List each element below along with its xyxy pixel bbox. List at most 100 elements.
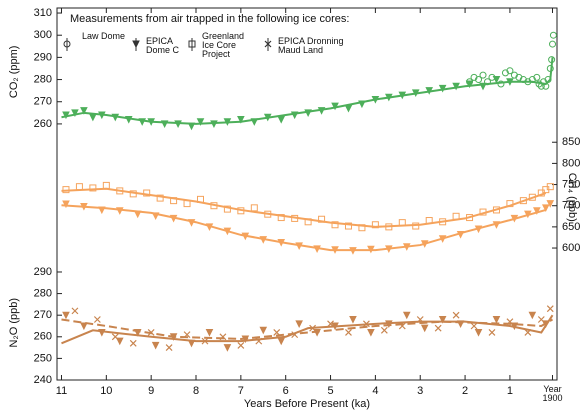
legend-label: Greenland Ice Core Project [202, 31, 245, 59]
marker [129, 339, 137, 347]
x-tick-label: 6 [283, 385, 289, 397]
y-tick-label: 650 [562, 221, 580, 233]
marker [80, 107, 88, 115]
marker [187, 219, 196, 227]
x-tick-label: 3 [417, 385, 423, 397]
marker [549, 40, 557, 48]
marker [62, 311, 70, 320]
y-tick-label: 290 [34, 266, 52, 278]
marker [331, 102, 339, 111]
marker [277, 239, 286, 247]
marker [420, 324, 429, 333]
marker [438, 84, 447, 93]
marker [183, 200, 191, 208]
marker [205, 223, 214, 231]
marker [546, 64, 554, 72]
marker [474, 328, 483, 337]
marker [466, 214, 474, 222]
y-tick-label: 250 [34, 352, 52, 364]
marker [98, 328, 106, 337]
y-axis-label: N₂O (ppb) [8, 298, 20, 348]
y-tick-label: 850 [562, 136, 580, 148]
marker [349, 316, 357, 324]
marker [223, 205, 231, 213]
marker [250, 118, 259, 126]
y-tick-label: 240 [34, 374, 52, 386]
marker [75, 183, 83, 191]
marker [102, 181, 110, 189]
y-tick-label: 290 [34, 51, 52, 63]
marker [546, 200, 555, 208]
marker [544, 76, 552, 84]
marker [160, 120, 169, 129]
marker [533, 207, 541, 215]
marker [223, 227, 232, 236]
marker [452, 212, 460, 220]
marker [143, 189, 151, 197]
marker [398, 322, 406, 330]
line [61, 187, 547, 228]
marker [524, 329, 532, 336]
marker [506, 78, 514, 86]
marker [201, 337, 209, 345]
marker [290, 111, 299, 120]
x-axis-label: Years Before Present (ka) [244, 398, 370, 410]
marker [263, 113, 272, 122]
marker [98, 111, 106, 120]
marker [488, 329, 496, 336]
x-tick-label: 2 [462, 385, 468, 397]
marker [93, 316, 101, 323]
marker [344, 222, 352, 230]
marker [358, 224, 366, 232]
marker [385, 93, 393, 102]
marker [479, 208, 487, 216]
marker [479, 82, 487, 91]
marker [470, 322, 478, 330]
x-tick-label: 8 [193, 385, 199, 397]
marker [259, 236, 268, 244]
marker [196, 195, 204, 203]
marker [277, 115, 286, 124]
marker [546, 305, 554, 313]
marker [304, 218, 312, 226]
marker [80, 203, 88, 211]
marker [71, 307, 79, 315]
marker [420, 240, 429, 248]
marker [506, 67, 514, 75]
marker [205, 328, 214, 337]
marker [210, 202, 218, 210]
marker [483, 78, 491, 86]
marker [398, 91, 407, 100]
marker [237, 207, 245, 215]
marker [111, 333, 119, 341]
x-tick-label: 1 [507, 385, 513, 397]
marker [309, 324, 317, 332]
marker [385, 320, 393, 328]
marker [492, 206, 500, 214]
marker [116, 187, 124, 195]
marker [151, 341, 160, 350]
marker [169, 333, 178, 341]
marker [196, 118, 205, 126]
marker [548, 56, 556, 64]
marker [170, 197, 178, 205]
y-tick-label: 750 [562, 178, 580, 190]
marker [331, 246, 339, 254]
marker [475, 76, 483, 84]
marker [174, 120, 182, 129]
marker [183, 331, 191, 339]
marker [524, 210, 532, 219]
marker [412, 222, 420, 230]
marker [210, 120, 218, 129]
marker [115, 207, 124, 215]
marker [380, 326, 388, 334]
x-tick-label: 10 [100, 385, 112, 397]
marker [313, 245, 321, 254]
legend-label: EPICA Dome C [146, 36, 180, 55]
marker [295, 320, 303, 328]
marker [129, 190, 137, 198]
marker [277, 337, 286, 346]
marker [438, 235, 447, 243]
